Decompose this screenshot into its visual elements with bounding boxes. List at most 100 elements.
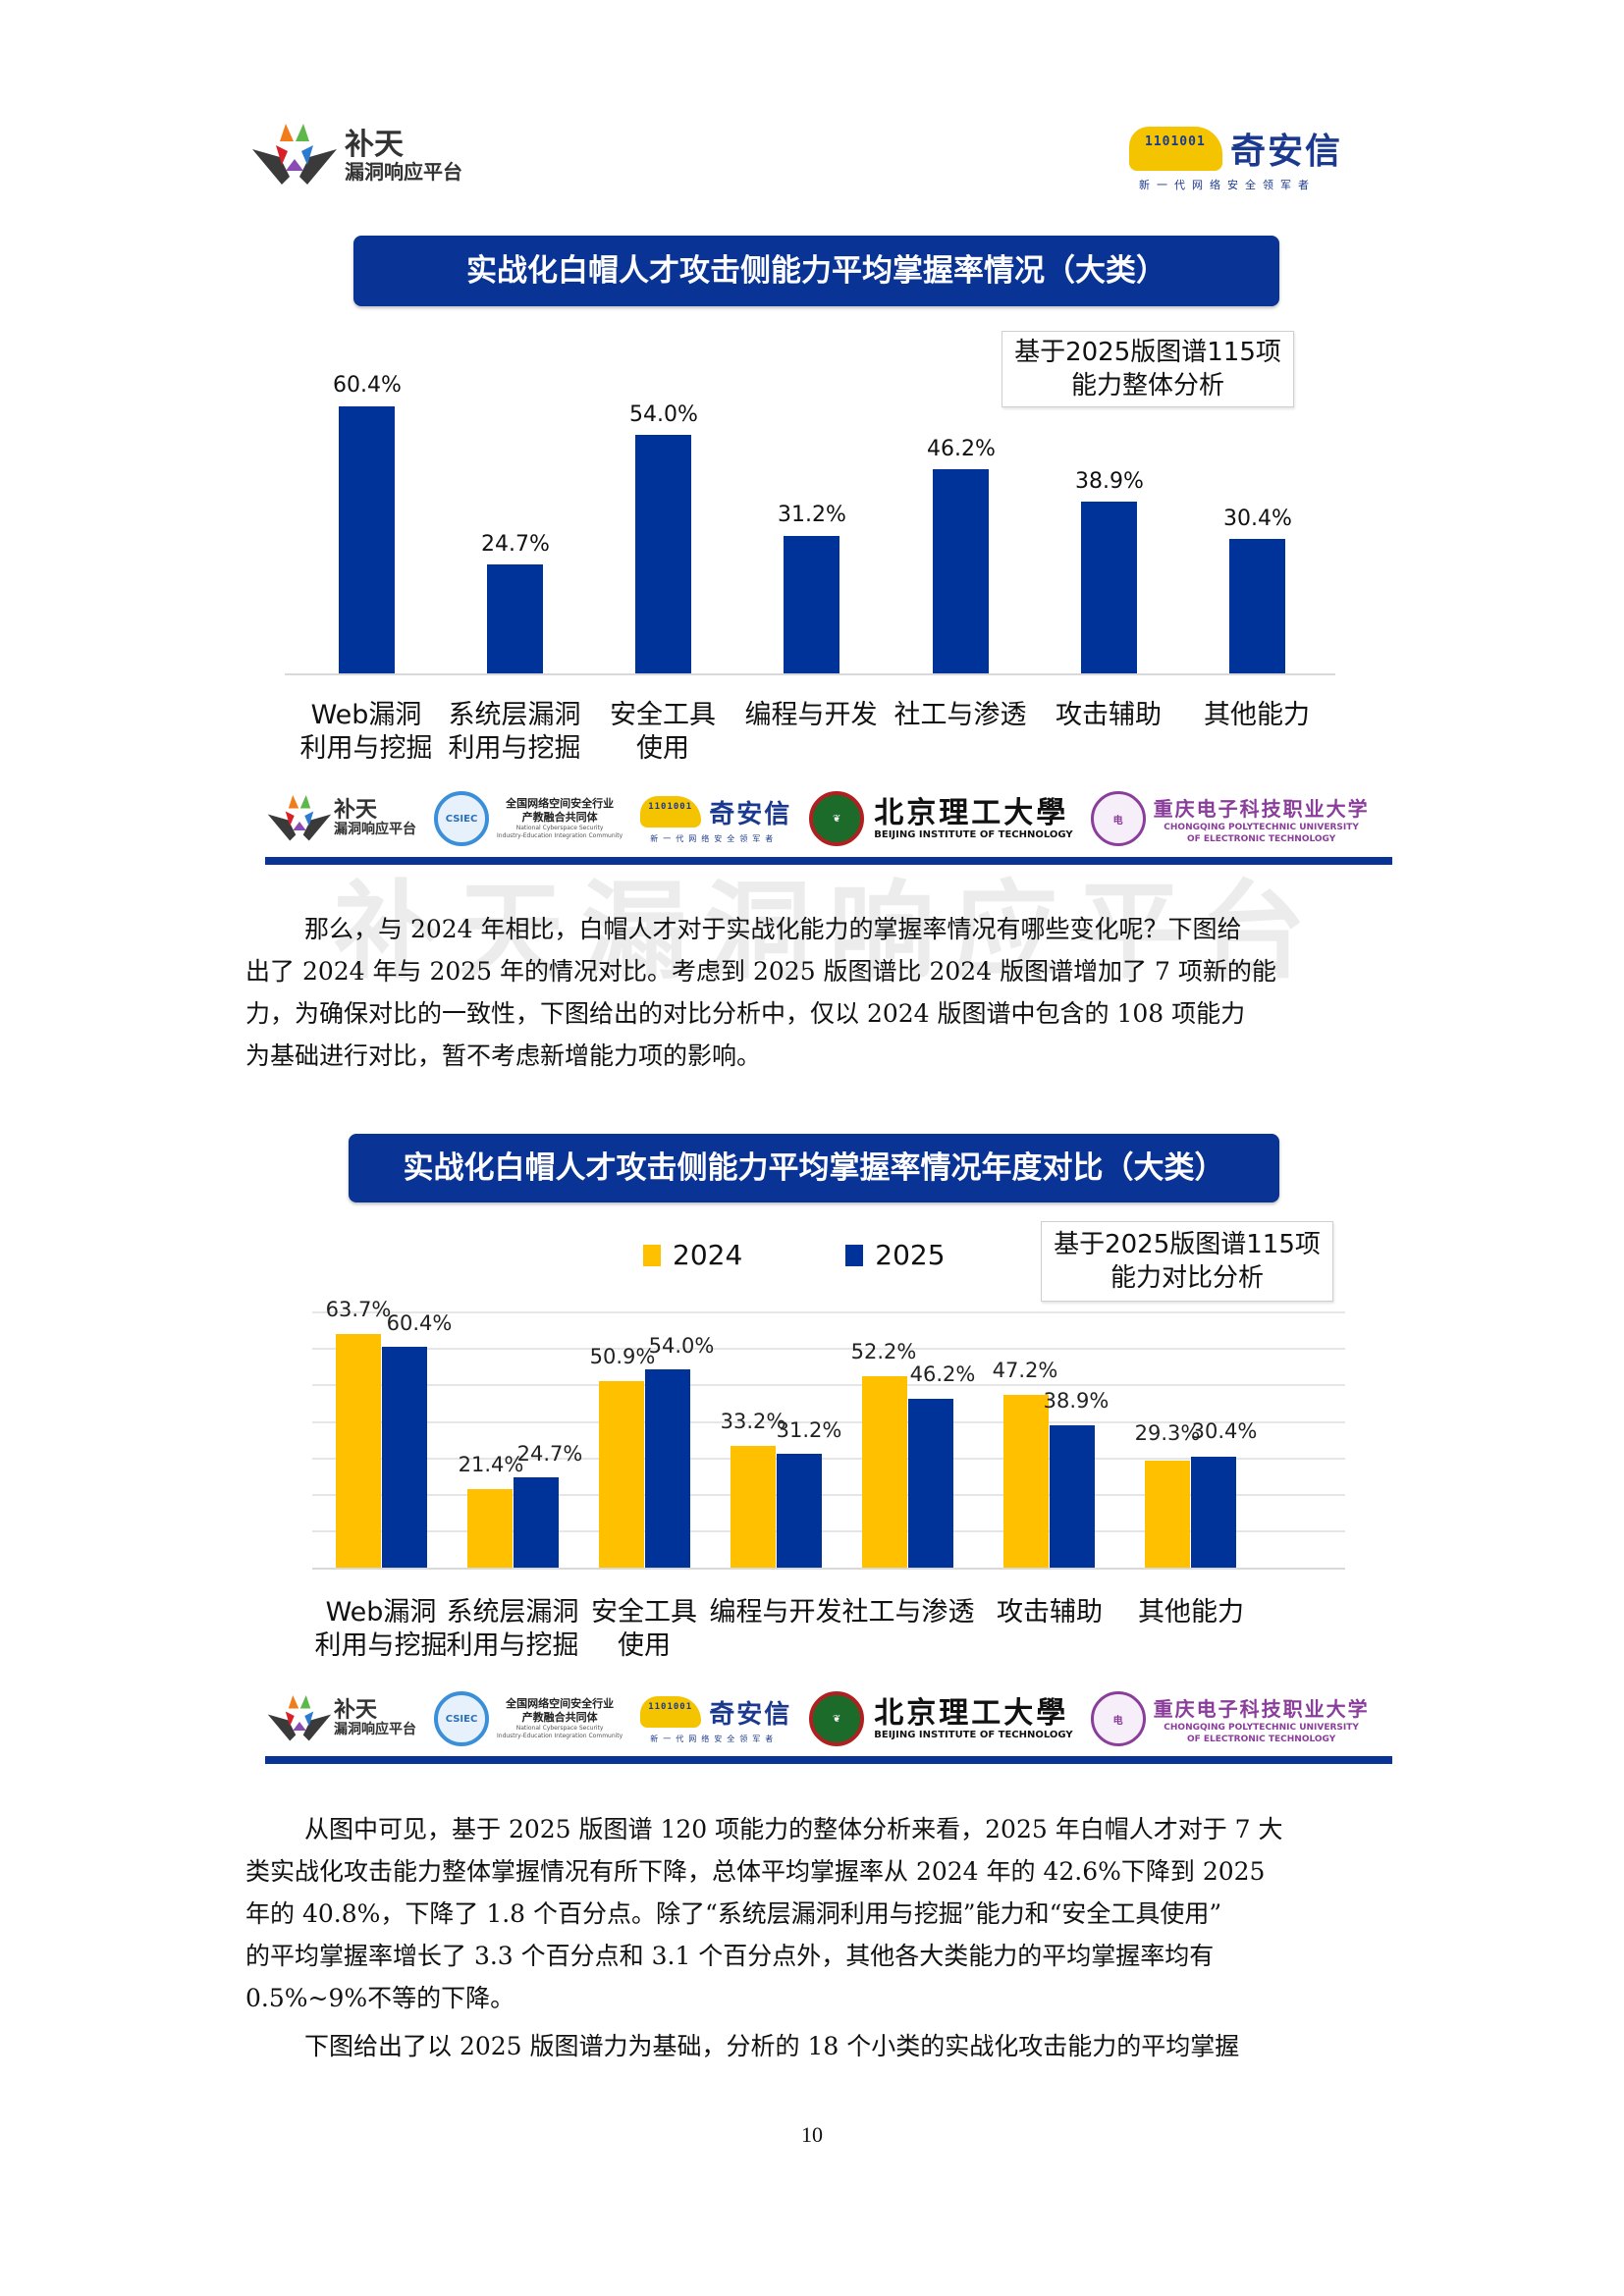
butian-star-icon [250, 116, 339, 194]
chart1-title: 实战化白帽人才攻击侧能力平均掌握率情况（大类） [353, 236, 1279, 306]
bit-seal-icon: ❦ [809, 1691, 865, 1746]
cqpu-logo: 电 重庆电子科技职业大学 CHONGQING POLYTECHNIC UNIVER… [1090, 791, 1370, 846]
gridline [312, 1421, 1345, 1423]
chart1-bar [339, 406, 395, 673]
chart1-value-label: 60.4% [333, 373, 402, 398]
qianxin-slogan: 新一代网络安全领军者 [1139, 179, 1316, 191]
tiger-icon: 1101001 [640, 1696, 702, 1728]
cqpu-seal-icon: 电 [1090, 791, 1146, 846]
chart1-axis [285, 673, 1335, 675]
strip-divider [265, 857, 1392, 865]
csiec-seal-icon: CSIEC [434, 791, 489, 846]
gridline [312, 1530, 1345, 1532]
chart2-bar-2025 [1050, 1425, 1095, 1568]
chart1-value-label: 54.0% [629, 402, 698, 427]
chart2-value-label-2024: 52.2% [850, 1340, 917, 1363]
chart2-bar-2025 [382, 1347, 427, 1568]
gridline [312, 1384, 1345, 1386]
butian-logo: 补天 漏洞响应平台 [250, 116, 545, 194]
paragraph-3: 下图给出了以 2025 版图谱力为基础，分析的 18 个小类的实战化攻击能力的平… [304, 2032, 1240, 2060]
chart2-bar-2024 [599, 1381, 644, 1568]
bit-seal-icon: ❦ [809, 791, 865, 846]
butian-mini-logo: 补天 漏洞响应平台 [265, 1689, 416, 1748]
chart2-value-label-2025: 46.2% [909, 1362, 976, 1386]
chart2-value-label-2024: 63.7% [325, 1298, 392, 1321]
strip-divider [265, 1756, 1392, 1764]
chart1-bar [1081, 502, 1137, 673]
chart1-plot: 60.4% 24.7% 54.0% 31.2% 46.2% 38.9% 30.4… [285, 353, 1335, 677]
chart1-x-axis-labels: Web漏洞 利用与挖掘 系统层漏洞 利用与挖掘 安全工具 使用 编程与开发 社工与渗透… [299, 700, 1311, 764]
bit-logo: ❦ 北京理工大學 BEIJING INSTITUTE OF TECHNOLOGY [809, 1691, 1073, 1746]
chart1-bar [635, 435, 691, 673]
cqpu-logo: 电 重庆电子科技职业大学 CHONGQING POLYTECHNIC UNIVER… [1090, 1691, 1370, 1746]
tiger-icon: 1101001 [640, 796, 702, 828]
legend-swatch [643, 1244, 661, 1266]
chart2-value-label-2024: 21.4% [458, 1453, 524, 1476]
qianxin-mini-logo: 1101001 奇安信 新一代网络安全领军者 [640, 1694, 791, 1744]
chart2-value-label-2025: 38.9% [1043, 1389, 1110, 1413]
chart2-bar-2025 [514, 1477, 559, 1568]
chart1-bar [487, 564, 543, 673]
chart1-value-label: 38.9% [1075, 469, 1144, 494]
chart2-value-label-2025: 54.0% [648, 1334, 715, 1358]
chart1-value-label: 24.7% [481, 532, 550, 557]
chart1-bar [1229, 539, 1285, 673]
chart1-note: 基于2025版图谱115项 能力整体分析 [1001, 331, 1294, 407]
gridline [312, 1458, 1345, 1460]
chart2-bar-2024 [1145, 1461, 1190, 1568]
chart2-bar-2025 [645, 1369, 690, 1568]
partner-logo-strip: 补天 漏洞响应平台 CSIEC 全国网络空间安全行业 产教融合共同体 National… [265, 1681, 1392, 1757]
paragraph-1: 那么，与 2024 年相比，白帽人才对于实战化能力的掌握率情况有哪些变化呢？下图… [245, 915, 1276, 1070]
chart2-bar-2025 [908, 1399, 953, 1568]
chart2-bar-2025 [777, 1454, 822, 1568]
watermark: 补天漏洞响应平台 [334, 871, 1325, 993]
chart2-bar-2024 [336, 1334, 381, 1568]
gridline [312, 1311, 1345, 1313]
legend-item-2025: 2025 [845, 1239, 946, 1271]
csiec-logo: CSIEC 全国网络空间安全行业 产教融合共同体 National Cyberspa… [434, 791, 623, 846]
butian-mini-logo: 补天 漏洞响应平台 [265, 789, 416, 848]
gridline [312, 1348, 1345, 1350]
chart2-note: 基于2025版图谱115项 能力对比分析 [1041, 1221, 1333, 1302]
chart2-value-label-2024: 50.9% [589, 1345, 656, 1368]
chart2-value-label-2025: 31.2% [776, 1418, 842, 1442]
chart2-value-label-2025: 30.4% [1191, 1419, 1258, 1443]
chart2-plot: 63.7% 21.4% 50.9% 33.2% 52.2% 47.2% 29.3… [312, 1276, 1345, 1571]
tiger-icon: 1101001 [1129, 126, 1222, 171]
page-number: 10 [801, 2122, 823, 2147]
chart1-value-label: 31.2% [778, 503, 846, 527]
chart1-value-label: 30.4% [1223, 507, 1292, 531]
legend-swatch [845, 1244, 864, 1266]
chart2-bar-2024 [467, 1489, 513, 1568]
cqpu-seal-icon: 电 [1090, 1691, 1146, 1746]
chart2-bar-2025 [1191, 1457, 1236, 1568]
chart2-value-label-2024: 33.2% [720, 1410, 786, 1433]
bit-logo: ❦ 北京理工大學 BEIJING INSTITUTE OF TECHNOLOGY [809, 791, 1073, 846]
butian-name: 补天 [345, 127, 404, 162]
chart2-value-label-2025: 60.4% [386, 1311, 453, 1335]
chart2-bar-2024 [862, 1376, 907, 1568]
chart2-value-label-2024: 29.3% [1134, 1421, 1201, 1445]
csiec-logo: CSIEC 全国网络空间安全行业 产教融合共同体 National Cyberspa… [434, 1691, 623, 1746]
chart2-axis [312, 1568, 1345, 1570]
qianxin-mini-logo: 1101001 奇安信 新一代网络安全领军者 [640, 794, 791, 844]
chart1-value-label: 46.2% [927, 437, 996, 461]
butian-subtitle: 漏洞响应平台 [345, 159, 462, 184]
chart2-x-axis-labels: Web漏洞 利用与挖掘 系统层漏洞 利用与挖掘 安全工具 使用 编程与开发 社工与渗透… [314, 1597, 1245, 1661]
chart2-legend: 2024 2025 [643, 1239, 1049, 1271]
chart2-value-label-2025: 24.7% [516, 1442, 583, 1466]
legend-item-2024: 2024 [643, 1239, 742, 1271]
qianxin-logo: 1101001 奇安信 新一代网络安全领军者 [1129, 123, 1384, 201]
paragraph-2: 从图中可见，基于 2025 版图谱 120 项能力的整体分析来看，2025 年白… [245, 1815, 1283, 2012]
qianxin-name: 奇安信 [1230, 132, 1343, 172]
chart1-bar [933, 469, 989, 673]
chart1-bar [784, 536, 839, 673]
chart2-bar-2024 [731, 1446, 776, 1568]
butian-star-icon [265, 789, 334, 848]
butian-star-icon [265, 1689, 334, 1748]
partner-logo-strip: 补天 漏洞响应平台 CSIEC 全国网络空间安全行业 产教融合共同体 National… [265, 780, 1392, 857]
chart2-title: 实战化白帽人才攻击侧能力平均掌握率情况年度对比（大类） [349, 1134, 1279, 1202]
chart2-bar-2024 [1003, 1395, 1049, 1568]
csiec-seal-icon: CSIEC [434, 1691, 489, 1746]
chart2-value-label-2024: 47.2% [992, 1359, 1058, 1382]
